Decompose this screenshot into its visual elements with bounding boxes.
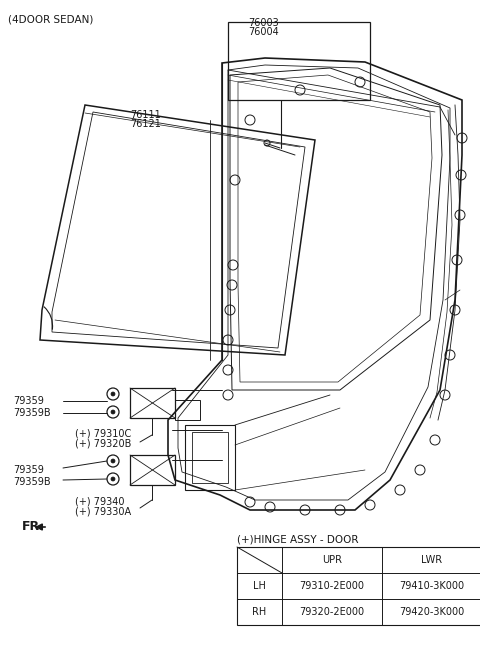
Text: 79420-3K000: 79420-3K000 (399, 607, 465, 617)
Text: (+) 79320B: (+) 79320B (75, 438, 132, 448)
Text: 76111: 76111 (130, 110, 161, 120)
Text: (+)HINGE ASSY - DOOR: (+)HINGE ASSY - DOOR (237, 535, 359, 545)
Circle shape (111, 459, 115, 463)
Text: (+) 79330A: (+) 79330A (75, 507, 131, 517)
Text: 79359B: 79359B (13, 408, 50, 418)
Text: 79320-2E000: 79320-2E000 (300, 607, 365, 617)
Text: 79359: 79359 (13, 396, 44, 406)
Text: (4DOOR SEDAN): (4DOOR SEDAN) (8, 14, 94, 24)
Text: UPR: UPR (322, 555, 342, 565)
Text: LH: LH (253, 581, 266, 591)
Text: RH: RH (252, 607, 266, 617)
Text: 79310-2E000: 79310-2E000 (300, 581, 364, 591)
Bar (228, 22, 370, 100)
Text: 76003: 76003 (248, 18, 279, 28)
Text: 76004: 76004 (248, 27, 279, 37)
Text: (+) 79310C: (+) 79310C (75, 428, 131, 438)
Text: 79359B: 79359B (13, 477, 50, 487)
Text: (+) 79340: (+) 79340 (75, 497, 124, 507)
Circle shape (111, 392, 115, 396)
Text: FR.: FR. (22, 521, 45, 533)
Text: 76121: 76121 (130, 119, 161, 129)
Circle shape (111, 410, 115, 414)
Text: 79359: 79359 (13, 465, 44, 475)
Circle shape (111, 477, 115, 481)
Text: 79410-3K000: 79410-3K000 (399, 581, 465, 591)
Bar (237, 547, 480, 625)
Text: LWR: LWR (421, 555, 443, 565)
